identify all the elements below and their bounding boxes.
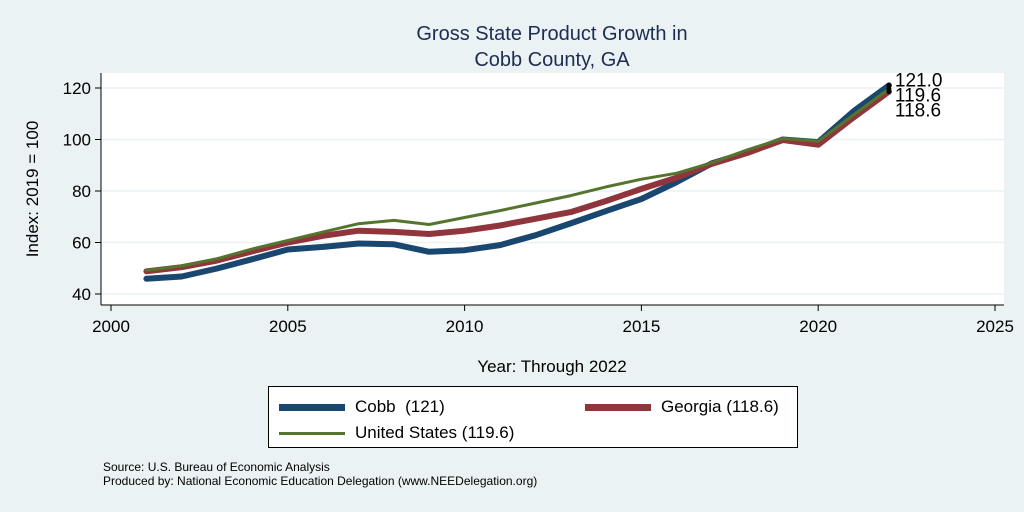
y-axis-title: Index: 2019 = 100 <box>23 121 42 258</box>
legend-swatch-cobb <box>279 403 345 411</box>
legend-label-georgia: Georgia (118.6) <box>661 397 779 416</box>
x-tick-label-2000: 2000 <box>92 317 130 336</box>
legend-label-united-states: United States (119.6) <box>355 423 515 442</box>
legend-swatch-georgia <box>585 403 651 411</box>
series-line-georgia <box>143 88 892 275</box>
line-chart: Gross State Product Growth in Cobb Count… <box>23 23 1014 376</box>
produced-by-note: Produced by: National Economic Education… <box>103 474 538 488</box>
chart-title-line-2: Cobb County, GA <box>474 49 630 71</box>
x-axis-title: Year: Through 2022 <box>477 357 626 376</box>
legend-item-united-states: United States (119.6) <box>279 423 514 443</box>
x-tick-label-2010: 2010 <box>446 317 484 336</box>
y-tick-label-120: 120 <box>63 79 91 98</box>
y-tick-label-100: 100 <box>63 131 91 150</box>
legend-swatch-united-states <box>279 431 345 435</box>
x-tick-label-2005: 2005 <box>269 317 307 336</box>
y-tick-label-60: 60 <box>72 234 91 253</box>
y-tick-label-80: 80 <box>72 182 91 201</box>
legend-item-georgia: Georgia (118.6) <box>585 397 779 417</box>
footer: Source: U.S. Bureau of Economic Analysis… <box>103 460 537 488</box>
end-marker-united-states <box>886 86 892 92</box>
series-line-united-states <box>144 87 891 272</box>
end-label-cobb: 121.0 <box>895 70 943 91</box>
x-tick-label-2025: 2025 <box>976 317 1014 336</box>
chart-title-line-1: Gross State Product Growth in <box>416 23 687 45</box>
end-label-georgia: 118.6 <box>895 100 941 121</box>
source-note: Source: U.S. Bureau of Economic Analysis <box>103 460 330 474</box>
series-lines <box>143 82 892 282</box>
legend: Cobb (121) Georgia (118.6) United States… <box>268 386 798 448</box>
x-tick-label-2020: 2020 <box>799 317 837 336</box>
x-tick-label-2015: 2015 <box>622 317 660 336</box>
legend-label-cobb: Cobb (121) <box>355 397 445 416</box>
end-label-united-states: 119.6 <box>895 85 941 106</box>
x-axis: 2000 2005 2010 2015 2020 2025 <box>92 304 1014 336</box>
gridlines <box>101 87 1004 295</box>
end-marker-cobb <box>886 82 892 88</box>
y-tick-label-40: 40 <box>72 285 91 304</box>
y-axis: 40 60 80 100 120 <box>63 73 102 305</box>
legend-item-cobb: Cobb (121) <box>279 397 445 417</box>
